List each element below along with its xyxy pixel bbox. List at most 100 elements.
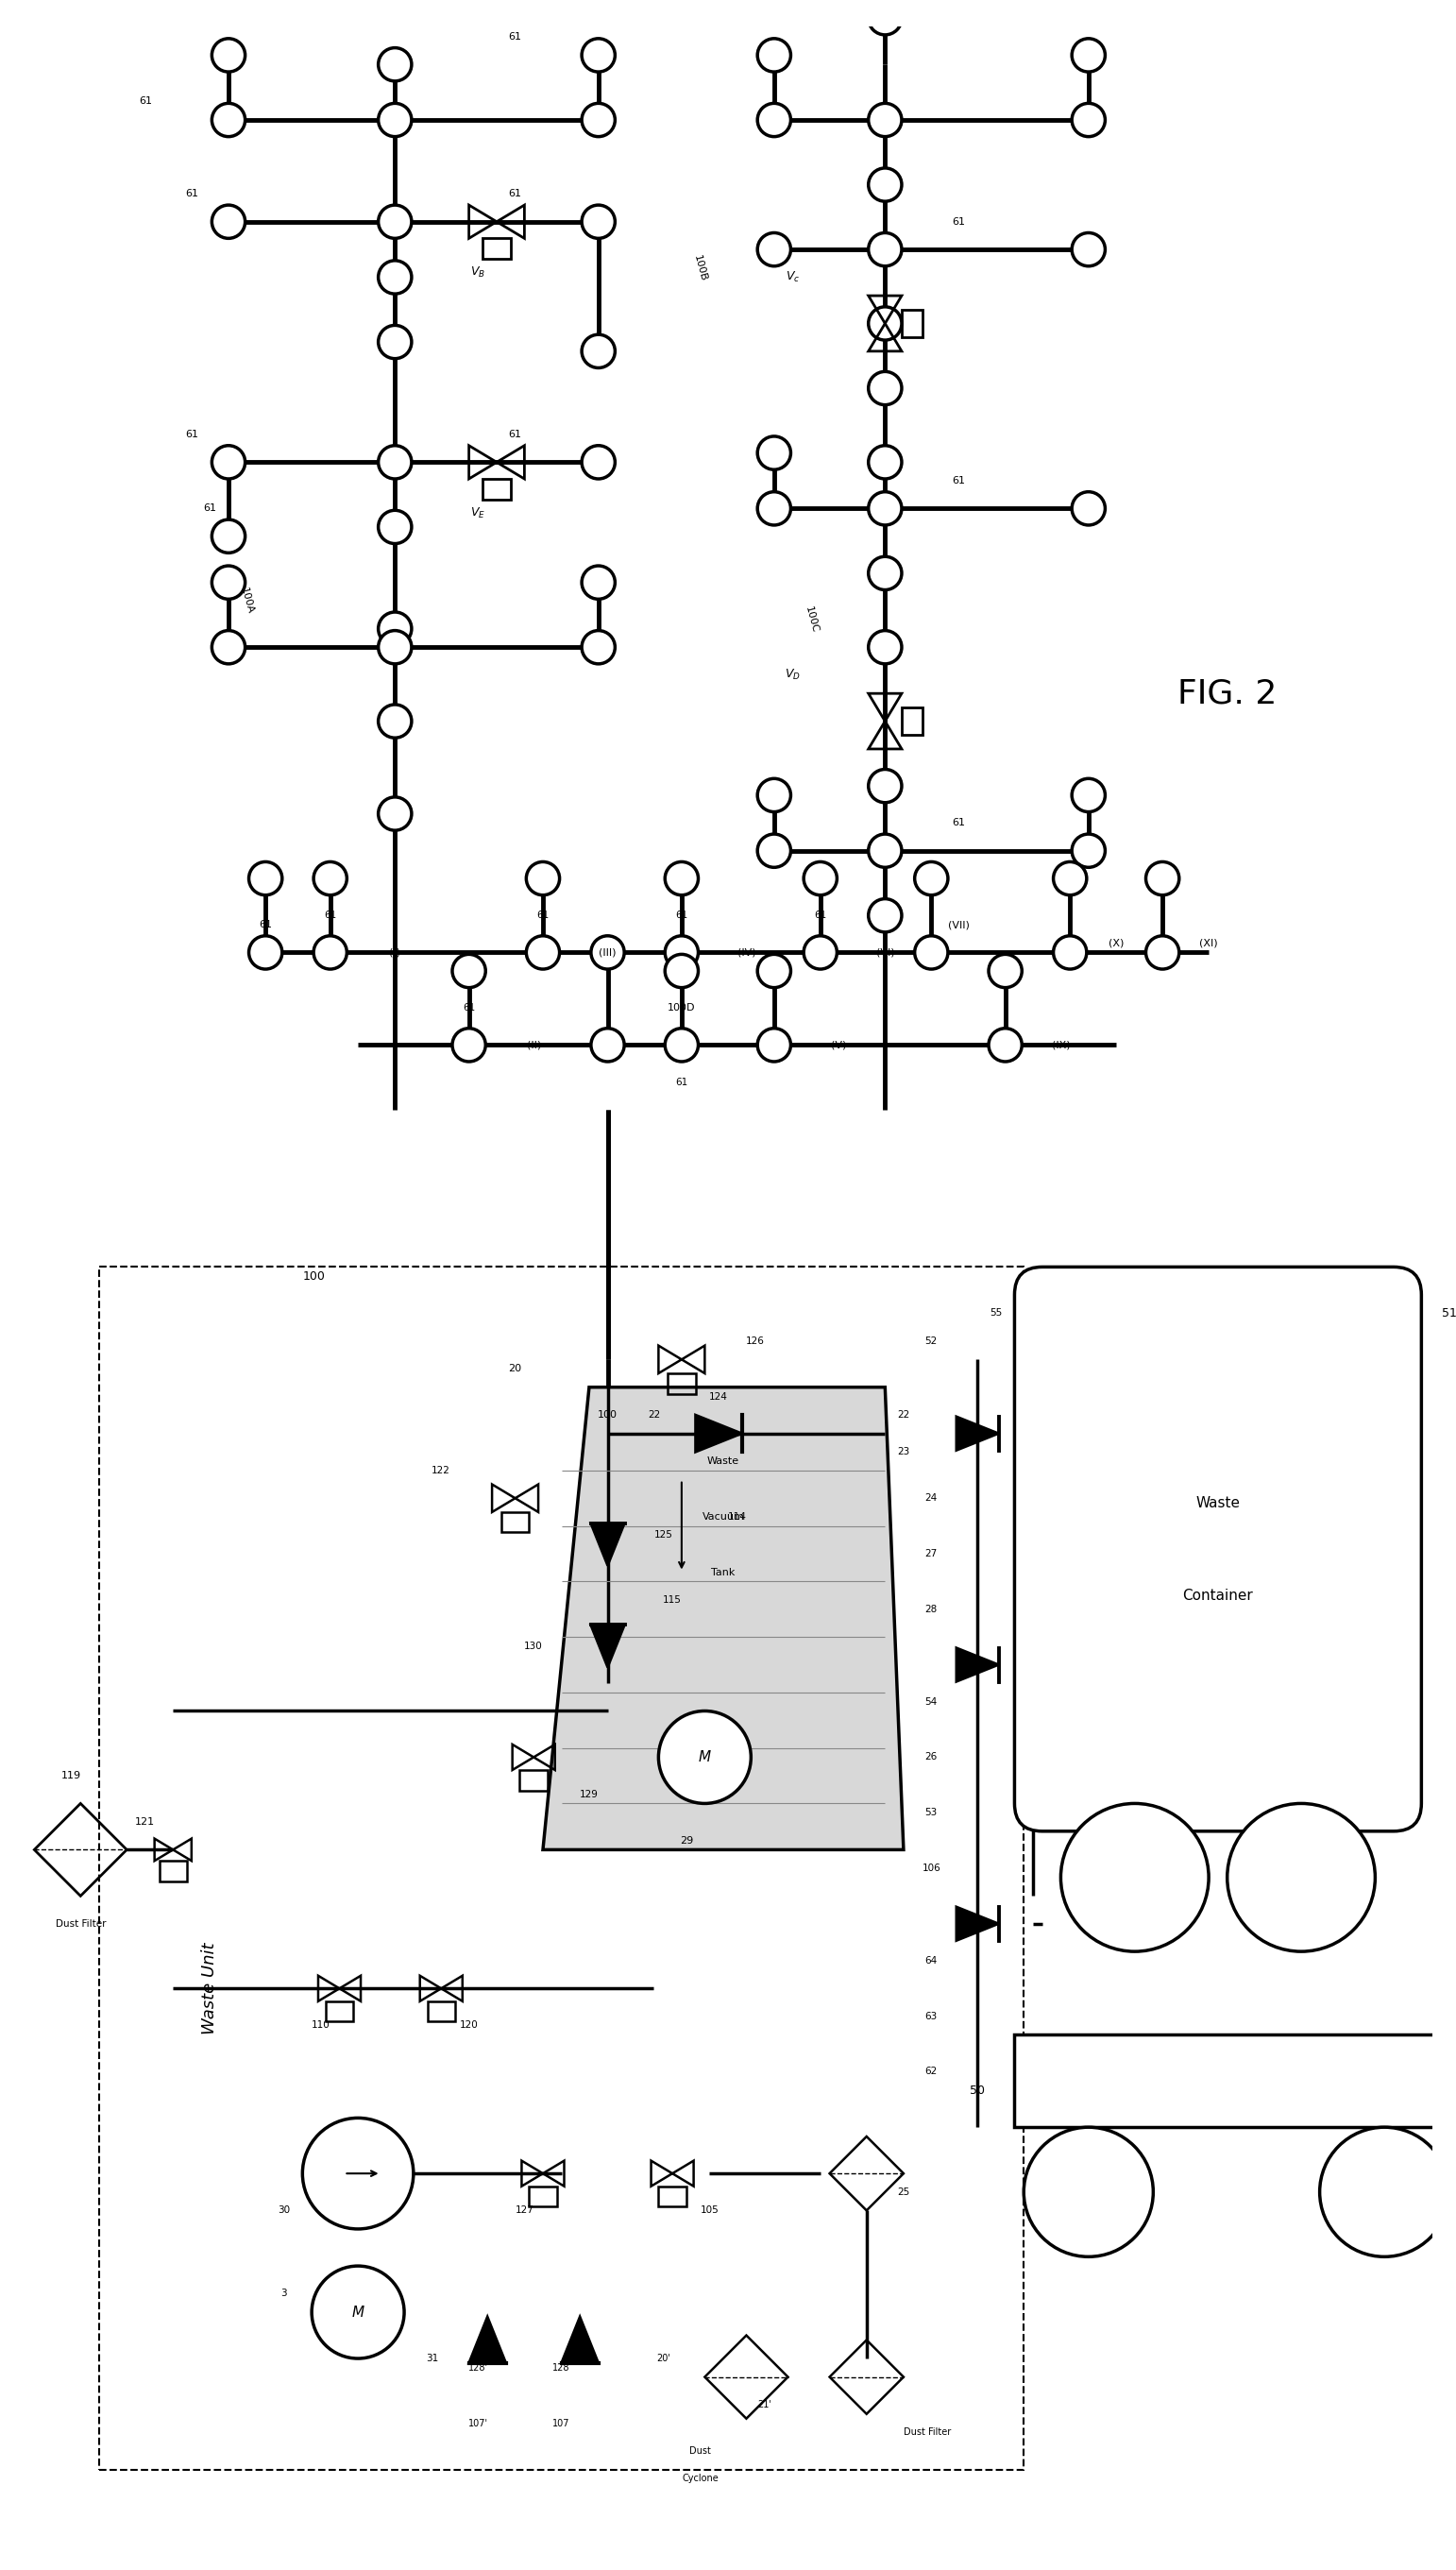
- Text: Tank: Tank: [711, 1568, 735, 1578]
- Circle shape: [868, 373, 901, 406]
- Text: 52: 52: [925, 1336, 938, 1347]
- Text: (IX): (IX): [1051, 1041, 1070, 1049]
- Circle shape: [379, 49, 412, 82]
- Text: 106: 106: [922, 1863, 941, 1874]
- Text: (IV): (IV): [737, 948, 756, 956]
- Text: (X): (X): [1108, 938, 1124, 948]
- Text: 62: 62: [925, 2066, 938, 2077]
- Circle shape: [379, 103, 412, 136]
- Text: (III): (III): [598, 948, 616, 956]
- Text: 25: 25: [897, 2187, 910, 2197]
- Circle shape: [213, 565, 245, 599]
- Bar: [529, 2187, 556, 2208]
- Circle shape: [868, 630, 901, 663]
- Polygon shape: [469, 2316, 505, 2362]
- Text: 128: 128: [553, 2362, 571, 2372]
- Circle shape: [665, 953, 699, 987]
- Text: (II): (II): [527, 1041, 540, 1049]
- Text: 126: 126: [747, 1336, 764, 1347]
- Text: (XI): (XI): [1200, 938, 1219, 948]
- Circle shape: [1053, 935, 1086, 969]
- Circle shape: [868, 768, 901, 802]
- Circle shape: [868, 491, 901, 524]
- Text: (VI): (VI): [877, 948, 894, 956]
- Bar: [99, 1267, 1024, 2470]
- Text: Dust: Dust: [689, 2447, 711, 2457]
- Text: 61: 61: [323, 910, 336, 920]
- Text: 61: 61: [185, 429, 198, 439]
- Bar: [901, 707, 922, 735]
- Circle shape: [379, 630, 412, 663]
- Text: Waste Unit: Waste Unit: [201, 1943, 218, 2035]
- Text: 61: 61: [138, 98, 151, 105]
- Text: Waste: Waste: [708, 1457, 740, 1465]
- Text: 61: 61: [508, 190, 521, 198]
- Circle shape: [757, 835, 791, 866]
- Circle shape: [313, 935, 347, 969]
- Text: (VII): (VII): [948, 920, 970, 930]
- Circle shape: [249, 861, 282, 894]
- Circle shape: [757, 103, 791, 136]
- Circle shape: [582, 39, 614, 72]
- Text: 64: 64: [925, 1956, 938, 1966]
- Polygon shape: [696, 1416, 741, 1452]
- Text: 105: 105: [700, 2205, 719, 2215]
- Circle shape: [213, 206, 245, 239]
- Text: 124: 124: [709, 1393, 728, 1401]
- Circle shape: [868, 234, 901, 267]
- Circle shape: [757, 953, 791, 987]
- Text: 30: 30: [278, 2205, 290, 2215]
- Circle shape: [582, 206, 614, 239]
- FancyBboxPatch shape: [1015, 1267, 1421, 1832]
- Circle shape: [665, 861, 699, 894]
- Text: 24: 24: [925, 1493, 938, 1503]
- Circle shape: [526, 935, 559, 969]
- Text: 61: 61: [508, 429, 521, 439]
- Circle shape: [757, 491, 791, 524]
- Circle shape: [1072, 39, 1105, 72]
- Text: 50: 50: [970, 2084, 986, 2097]
- Text: Dust Filter: Dust Filter: [55, 1920, 106, 1928]
- Circle shape: [1072, 234, 1105, 267]
- Text: 128': 128': [469, 2362, 488, 2372]
- Polygon shape: [957, 1907, 999, 1940]
- Polygon shape: [591, 1524, 625, 1565]
- Text: (V): (V): [831, 1041, 846, 1049]
- Circle shape: [868, 445, 901, 478]
- Circle shape: [453, 953, 485, 987]
- Circle shape: [582, 334, 614, 368]
- Circle shape: [379, 326, 412, 360]
- Text: 20': 20': [657, 2354, 670, 2364]
- Text: $V_E$: $V_E$: [470, 506, 486, 519]
- Text: 28: 28: [925, 1604, 938, 1614]
- Text: 107: 107: [553, 2418, 571, 2429]
- Circle shape: [868, 835, 901, 866]
- Text: 100: 100: [598, 1411, 617, 1419]
- Text: 31: 31: [425, 2354, 438, 2364]
- Text: 61: 61: [463, 1002, 475, 1013]
- Circle shape: [868, 899, 901, 933]
- Circle shape: [757, 39, 791, 72]
- Circle shape: [757, 437, 791, 470]
- Text: 22: 22: [897, 1411, 910, 1419]
- Circle shape: [379, 445, 412, 478]
- Text: 23: 23: [897, 1447, 910, 1457]
- Circle shape: [665, 935, 699, 969]
- Text: 61: 61: [204, 504, 217, 514]
- Text: 100C: 100C: [804, 604, 820, 635]
- Circle shape: [313, 861, 347, 894]
- Text: 120: 120: [460, 2020, 478, 2030]
- Circle shape: [914, 935, 948, 969]
- Text: 110: 110: [312, 2020, 331, 2030]
- Text: 115: 115: [662, 1596, 681, 1604]
- Text: 55: 55: [990, 1308, 1002, 1318]
- Circle shape: [591, 1028, 625, 1061]
- Circle shape: [1146, 861, 1179, 894]
- Circle shape: [379, 260, 412, 293]
- Circle shape: [379, 704, 412, 738]
- Text: 119: 119: [61, 1771, 82, 1781]
- Circle shape: [868, 3, 901, 36]
- Text: 61: 61: [676, 910, 687, 920]
- Text: 107': 107': [469, 2418, 488, 2429]
- Circle shape: [1146, 935, 1179, 969]
